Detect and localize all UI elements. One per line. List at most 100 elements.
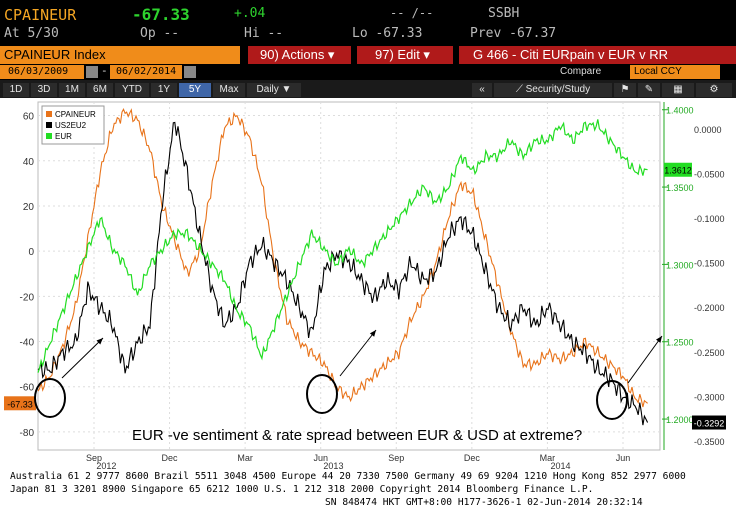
currency-select[interactable]: Local CCY	[630, 65, 720, 79]
study-icon: ⟋	[515, 84, 526, 95]
tab-1m[interactable]: 1M	[59, 83, 85, 97]
source: SSBH	[488, 6, 520, 21]
arrow-head	[656, 336, 662, 343]
tab-1d[interactable]: 1D	[3, 83, 29, 97]
x-tick-label: Mar	[237, 453, 253, 463]
spread-tick-label: -0.2000	[694, 303, 725, 313]
annotation-arrow	[61, 337, 104, 379]
spread-tick-label: -0.1500	[694, 259, 725, 269]
legend-entry: US2EU2	[55, 121, 87, 130]
at-date: At 5/30	[4, 26, 59, 41]
spread-tick-label: 0.0000	[694, 125, 722, 135]
last-value-left: -67.33	[7, 399, 33, 409]
spread-tick-label: -0.2500	[694, 348, 725, 358]
tab-ytd[interactable]: YTD	[115, 83, 149, 97]
footer-contacts-line2: Japan 81 3 3201 8900 Singapore 65 6212 1…	[10, 484, 594, 495]
left-tick-label: 0	[28, 247, 34, 258]
annotation-text: EUR -ve sentiment & rate spread between …	[132, 427, 582, 444]
series-line-cpaineur	[37, 108, 648, 408]
legend-entry: CPAINEUR	[55, 110, 96, 119]
flag-icon[interactable]: ⚑	[614, 83, 636, 97]
legend	[41, 105, 105, 145]
tab-1y[interactable]: 1Y	[151, 83, 177, 97]
index-bar[interactable]: CPAINEUR Index	[0, 46, 240, 64]
annotate-icon[interactable]: ✎	[638, 83, 660, 97]
eur-tick-label: 1.2500	[666, 338, 694, 348]
left-tick-label: 20	[23, 202, 35, 213]
legend-swatch	[46, 122, 52, 128]
plot-frame	[37, 101, 661, 451]
calendar-icon[interactable]	[86, 66, 98, 78]
chart-type-icon[interactable]: ▦	[662, 83, 694, 97]
legend-entry: EUR	[55, 132, 72, 141]
year-label: 2013	[323, 461, 343, 470]
actions-button[interactable]: 90) Actions ▾	[248, 46, 351, 64]
year-label: 2012	[96, 461, 116, 470]
x-tick-label: Jun	[313, 453, 328, 463]
annotation-arrow	[339, 329, 377, 377]
tab-max[interactable]: Max	[213, 83, 245, 97]
ticker: CPAINEUR	[4, 6, 77, 24]
calendar-icon[interactable]	[184, 66, 196, 78]
chart-title: G 466 - Citi EURpain v EUR v RR	[473, 47, 669, 62]
arrow-head	[369, 330, 376, 337]
left-tick-label: -60	[20, 383, 35, 394]
end-date-field[interactable]: 06/02/2014	[110, 65, 182, 79]
eur-tick-label: 1.2000	[666, 415, 694, 425]
x-tick-label: Dec	[162, 453, 179, 463]
terminal-header: CPAINEUR -67.33 +.04 -- /-- SSBH At 5/30…	[0, 0, 736, 80]
spread-tick-label: -0.0500	[694, 169, 725, 179]
left-tick-label: -80	[20, 428, 35, 439]
previous: Prev -67.37	[470, 26, 557, 41]
last-value-spread: -0.3292	[694, 419, 725, 429]
series-line-eur	[37, 119, 648, 373]
highlight-circle	[34, 378, 66, 418]
settings-gear-icon[interactable]: ⚙	[696, 83, 732, 97]
eur-tick-label: 1.3000	[666, 260, 694, 270]
last-value-eur: 1.3612	[664, 166, 692, 176]
spread-tick-label: -0.3500	[694, 437, 725, 447]
x-tick-label: Sep	[86, 453, 102, 463]
x-tick-label: Mar	[540, 453, 556, 463]
footer-session-info: SN 848474 HKT GMT+8:00 H177-3626-1 02-Ju…	[325, 497, 643, 508]
edit-button[interactable]: 97) Edit ▾	[357, 46, 453, 64]
footer: Australia 61 2 9777 8600 Brazil 5511 304…	[0, 470, 736, 527]
spread-tick-label: -0.3000	[694, 392, 725, 402]
bid-ask: -- /--	[390, 6, 434, 20]
scroll-left-icon[interactable]: «	[472, 83, 492, 97]
tab-6m[interactable]: 6M	[87, 83, 113, 97]
highlight-circle	[306, 374, 338, 414]
open: Op --	[140, 26, 180, 41]
end-date: 06/02/2014	[116, 66, 177, 77]
spread-tick-label: -0.1000	[694, 214, 725, 224]
actions-label: 90) Actions ▾	[260, 47, 335, 62]
start-date: 06/03/2009	[8, 66, 69, 77]
chart-area[interactable]: 60 40 20 0 -20 -40 -60 -80 Sep Dec Mar Jun Sep Dec Mar…	[0, 98, 736, 470]
price-change: +.04	[234, 6, 266, 21]
last-price: -67.33	[132, 5, 190, 24]
currency-label: Local CCY	[634, 66, 682, 77]
security-study-label: Security/Study	[525, 84, 591, 95]
compare-label[interactable]: Compare	[560, 66, 602, 77]
left-tick-label: 40	[23, 157, 35, 168]
x-tick-label: Dec	[464, 453, 481, 463]
annotation-arrow	[627, 335, 663, 384]
left-tick-label: -20	[20, 292, 35, 303]
tab-3d[interactable]: 3D	[31, 83, 57, 97]
left-tick-label: -40	[20, 338, 35, 349]
legend-swatch	[46, 133, 52, 139]
tab-5y[interactable]: 5Y	[179, 83, 211, 97]
legend-swatch	[46, 111, 52, 117]
eur-tick-label: 1.4000	[666, 106, 694, 116]
last-value-badge	[4, 396, 36, 411]
security-study-button[interactable]: ⟋ Security/Study	[494, 83, 612, 97]
start-date-field[interactable]: 06/03/2009	[0, 65, 84, 79]
highlight-circle	[596, 380, 628, 420]
last-value-badge	[692, 415, 726, 430]
footer-contacts-line1: Australia 61 2 9777 8600 Brazil 5511 304…	[10, 471, 686, 482]
arrow-head	[96, 338, 103, 345]
interval-select[interactable]: Daily ▼	[247, 83, 301, 97]
high: Hi --	[244, 26, 284, 41]
edit-label: 97) Edit ▾	[375, 47, 430, 62]
eur-tick-label: 1.3500	[666, 183, 694, 193]
